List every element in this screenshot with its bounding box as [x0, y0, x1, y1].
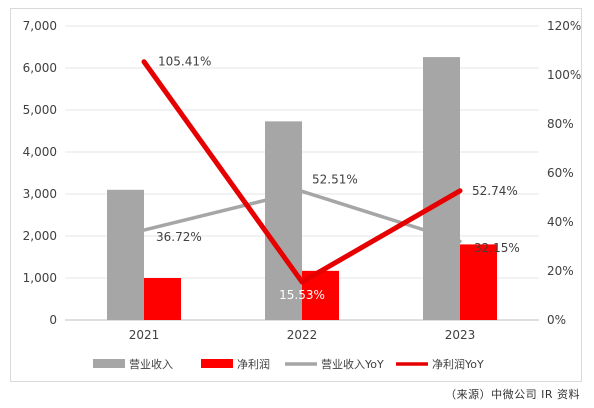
y-left-tick-label: 6,000 — [23, 61, 57, 75]
legend-label: 净利润 — [237, 357, 270, 371]
data-label-net-profit-yoy: 105.41% — [158, 55, 211, 69]
legend-swatch — [93, 359, 125, 368]
y-left-tick-label: 0 — [49, 313, 57, 327]
data-label-net-profit-yoy: 15.53% — [279, 288, 325, 302]
chart-frame: 0 1,000 2,000 3,000 4,000 5,000 6,000 7,000 0% 20… — [10, 8, 582, 382]
y-right-tick-label: 100% — [547, 68, 581, 82]
x-tick-label: 2023 — [445, 328, 476, 342]
y-right-tick-label: 20% — [547, 264, 574, 278]
y-right-tick-label: 60% — [547, 166, 574, 180]
y-right-tick-label: 0% — [547, 313, 566, 327]
combo-chart: 0 1,000 2,000 3,000 4,000 5,000 6,000 7,000 0% 20… — [23, 19, 582, 371]
bar-revenue — [423, 57, 460, 320]
data-label-revenue-yoy: 36.72% — [156, 230, 202, 244]
y-right-tick-label: 120% — [547, 19, 581, 33]
y-right-tick-label: 40% — [547, 215, 574, 229]
bar-revenue — [107, 189, 144, 320]
legend-label: 营业收入YoY — [321, 357, 384, 371]
bar-net-profit — [460, 244, 497, 320]
legend-label: 营业收入 — [129, 357, 173, 371]
y-left-tick-label: 5,000 — [23, 103, 57, 117]
x-tick-label: 2021 — [129, 328, 160, 342]
x-tick-label: 2022 — [287, 328, 318, 342]
y-left-tick-label: 7,000 — [23, 19, 57, 33]
bar-revenue — [265, 121, 302, 320]
data-label-net-profit-yoy: 52.74% — [472, 184, 518, 198]
line-net-profit-yoy — [141, 59, 463, 285]
y-right-tick-label: 80% — [547, 117, 574, 131]
bar-net-profit — [144, 278, 181, 320]
data-label-revenue-yoy: 52.51% — [312, 172, 358, 186]
legend-label: 净利润YoY — [432, 357, 484, 371]
y-left-tick-label: 4,000 — [23, 145, 57, 159]
line-revenue-yoy — [142, 189, 462, 243]
y-left-tick-label: 1,000 — [23, 271, 57, 285]
source-note: （来源）中微公司 IR 资料 — [445, 388, 580, 401]
y-left-tick-label: 3,000 — [23, 187, 57, 201]
y-left-tick-label: 2,000 — [23, 229, 57, 243]
data-label-revenue-yoy: 32.15% — [474, 241, 520, 255]
legend-swatch — [201, 359, 233, 368]
